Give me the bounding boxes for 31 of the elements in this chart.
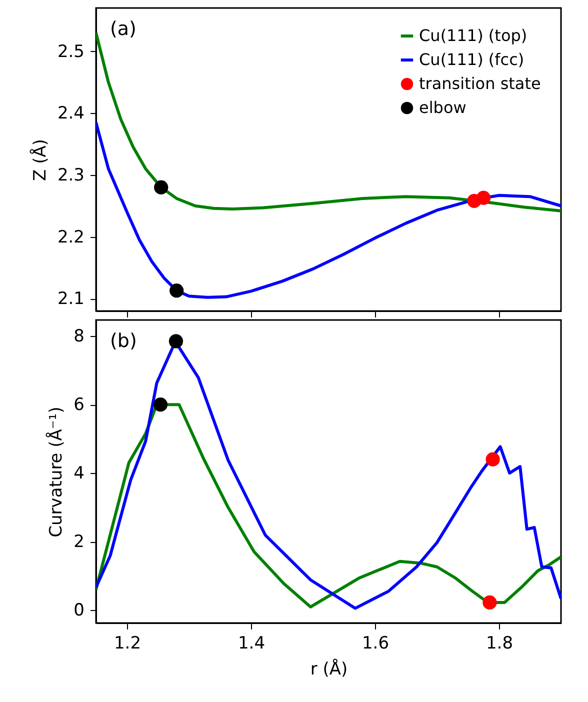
y-tick-label: 8 xyxy=(74,326,84,347)
annotation: (b) xyxy=(110,330,137,352)
y-tick-label: 2.3 xyxy=(57,165,84,186)
point xyxy=(482,595,497,610)
y-tick-label: 2.1 xyxy=(57,289,84,310)
legend-label: Cu(111) (fcc) xyxy=(419,50,524,69)
y-axis-title: Z (Å) xyxy=(29,139,50,181)
point xyxy=(153,398,168,412)
legend-label: transition state xyxy=(419,74,541,93)
y-tick-label: 0 xyxy=(74,600,84,620)
point xyxy=(486,452,500,466)
y-tick-label: 6 xyxy=(74,395,84,416)
y-tick-label: 2.5 xyxy=(57,42,84,62)
y-tick-label: 2 xyxy=(74,532,84,552)
x-tick-label: 1.4 xyxy=(238,634,266,654)
x-tick-label: 1.2 xyxy=(114,634,142,654)
y-tick-label: 4 xyxy=(74,464,84,484)
y-axis-title: Curvature (Å⁻¹) xyxy=(46,406,67,538)
x-tick-label: 1.8 xyxy=(486,634,514,654)
annotation: (a) xyxy=(110,18,136,40)
y-tick-label: 2.4 xyxy=(57,104,84,124)
x-tick-label: 1.6 xyxy=(362,634,390,654)
point xyxy=(476,190,491,205)
line-series xyxy=(96,120,561,299)
point xyxy=(154,180,168,194)
y-tick-label: 2.2 xyxy=(57,227,84,248)
point xyxy=(168,334,184,348)
x-axis-title: r (Å) xyxy=(310,658,348,680)
point xyxy=(170,284,184,298)
legend-label: Cu(111) (top) xyxy=(419,26,528,45)
legend-label: elbow xyxy=(419,98,466,117)
